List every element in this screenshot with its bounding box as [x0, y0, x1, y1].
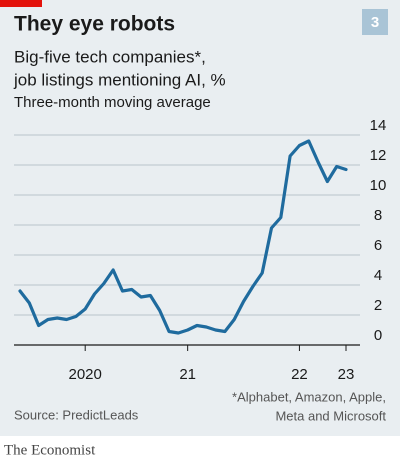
y-tick-label: 14	[370, 117, 387, 134]
badge: 3	[371, 14, 379, 31]
x-tick-label: 2020	[69, 366, 102, 383]
badge-box	[362, 9, 388, 35]
panel	[0, 0, 400, 436]
x-tick-label: 22	[291, 366, 308, 383]
chart-title: They eye robots	[14, 13, 175, 36]
y-tick-label: 2	[374, 297, 382, 314]
line	[18, 139, 348, 335]
note: Three-month moving average	[14, 94, 211, 111]
y-tick-label: 0	[374, 327, 382, 344]
y-tick-label: 6	[374, 237, 382, 254]
y-tick-label: 10	[370, 177, 387, 194]
footnote: Meta and Microsoft	[275, 408, 386, 423]
subtitle: Big-five tech companies*,	[14, 47, 206, 66]
source: Source: PredictLeads	[14, 407, 139, 422]
red-tag	[0, 0, 42, 7]
footnote: *Alphabet, Amazon, Apple,	[232, 389, 386, 404]
brand: The Economist	[4, 442, 96, 458]
y-tick-label: 8	[374, 207, 382, 224]
y-tick-label: 4	[374, 267, 382, 284]
subtitle: job listings mentioning AI, %	[13, 70, 226, 89]
x-tick-label: 21	[179, 366, 196, 383]
y-tick-label: 12	[370, 147, 387, 164]
x-tick-label: 23	[338, 366, 355, 383]
